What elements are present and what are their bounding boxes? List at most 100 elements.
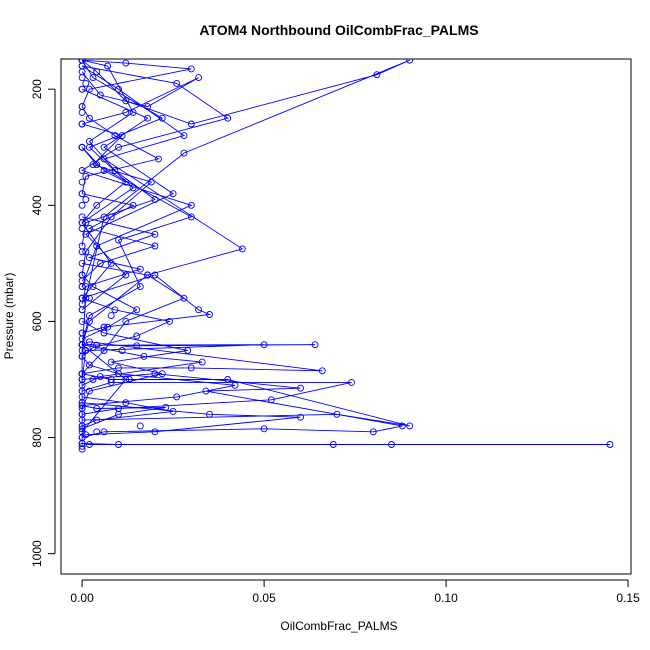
data-point [151, 271, 159, 279]
data-point [195, 306, 203, 314]
series-23 [78, 213, 159, 308]
data-point [144, 114, 152, 122]
series-line [81, 344, 316, 380]
data-point [93, 161, 101, 169]
data-point [348, 378, 355, 386]
data-point [122, 317, 130, 325]
data-point [122, 108, 130, 116]
data-point [78, 422, 86, 430]
data-point [173, 393, 181, 401]
data-point [78, 376, 86, 383]
y-axis-label: Pressure (mbar) [2, 273, 16, 360]
data-point [151, 370, 159, 378]
series-line [81, 88, 175, 311]
data-point [85, 294, 93, 302]
series-line [81, 123, 153, 276]
series-line [81, 344, 203, 386]
series-0 [78, 59, 414, 450]
data-point [78, 85, 86, 93]
data-point [78, 317, 86, 325]
data-point [260, 341, 268, 349]
data-point [100, 428, 108, 436]
data-point [100, 347, 108, 354]
data-point [85, 312, 93, 320]
series-line [81, 71, 199, 125]
data-point [206, 311, 213, 318]
series-22 [78, 370, 414, 430]
data-point [297, 413, 304, 421]
series-line [81, 216, 157, 305]
data-point [398, 422, 406, 430]
data-point [151, 230, 159, 238]
chart-title: ATOM4 Northbound OilCombFrac_PALMS [199, 22, 478, 38]
data-point [78, 108, 86, 116]
data-point [96, 91, 104, 99]
series-line [82, 442, 610, 445]
data-point [104, 62, 112, 70]
data-point [78, 271, 86, 279]
data-point [369, 428, 377, 436]
data-point [606, 441, 614, 448]
series-line [81, 381, 352, 415]
data-point [333, 410, 341, 418]
data-point [318, 367, 326, 375]
series-line [81, 59, 156, 247]
data-point [169, 190, 177, 198]
x-axis-label: OilCombFrac_PALMS [280, 619, 397, 633]
data-point [78, 329, 86, 337]
data-point [187, 120, 195, 128]
data-point [78, 120, 86, 128]
series-19 [78, 68, 203, 128]
y-axis: 200 400 600 800 1000 [30, 79, 56, 567]
data-point [122, 59, 130, 67]
data-point [187, 65, 195, 73]
data-point [82, 248, 90, 256]
series-line [81, 402, 301, 438]
data-point [82, 79, 90, 87]
data-point [144, 271, 152, 279]
data-point [202, 387, 210, 395]
data-point [100, 213, 108, 221]
data-point [78, 143, 86, 151]
data-point [115, 236, 122, 244]
data-point [85, 387, 93, 395]
data-point [78, 387, 86, 395]
data-point [144, 103, 152, 111]
data-point [238, 245, 246, 253]
data-point [85, 225, 93, 232]
series-12 [78, 59, 159, 250]
data-point [78, 259, 86, 267]
series-line [81, 193, 157, 282]
series-line [81, 274, 138, 340]
data-point [151, 242, 159, 250]
data-point [133, 306, 141, 314]
series-line [81, 341, 323, 375]
data-point [195, 74, 203, 82]
data-point [78, 352, 86, 360]
data-point [267, 396, 275, 404]
y-tick-label: 200 [30, 79, 44, 99]
series-line [81, 59, 192, 107]
x-tick-label: 0.05 [252, 591, 276, 605]
data-point [329, 441, 337, 448]
x-tick-label: 0.10 [434, 591, 458, 605]
data-point [93, 341, 101, 349]
x-tick-label: 0.15 [616, 591, 640, 605]
series-line [81, 147, 193, 345]
data-point [118, 132, 126, 140]
data-point [111, 306, 119, 314]
series-16 [78, 393, 177, 430]
plot-frame [60, 58, 632, 575]
data-point [78, 74, 86, 82]
data-point [162, 403, 170, 411]
series-27 [78, 402, 170, 433]
data-point [260, 425, 268, 433]
data-point [115, 441, 122, 448]
data-point [147, 178, 155, 186]
series-line [81, 65, 229, 287]
series-29 [78, 103, 162, 198]
data-point [78, 248, 86, 256]
data-point [224, 114, 232, 122]
